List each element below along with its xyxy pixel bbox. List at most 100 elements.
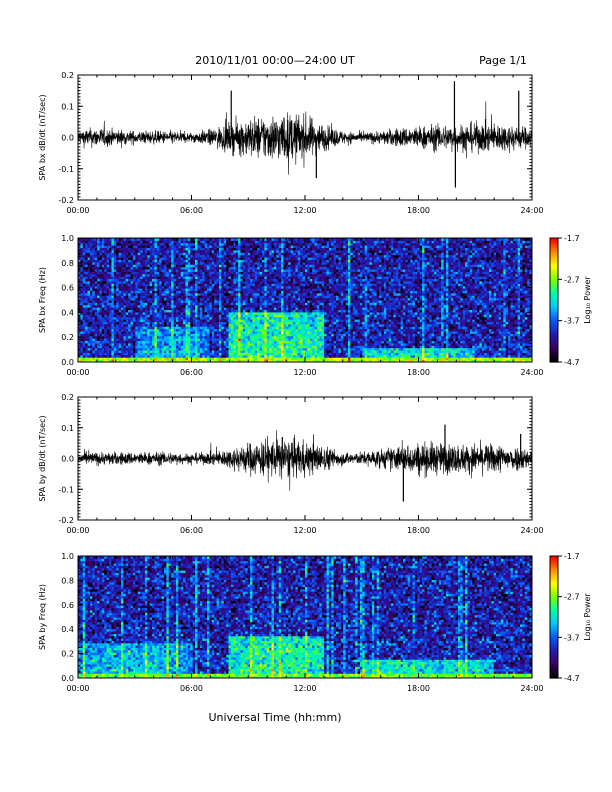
colorbar-swatch [550, 558, 558, 561]
colorbar-swatch [550, 582, 558, 586]
colorbar-swatch [550, 252, 558, 256]
colorbar-swatch [550, 574, 558, 577]
y-tick-label: 0.1 [61, 424, 74, 433]
colorbar-swatch [550, 661, 558, 665]
colorbar-swatch [550, 339, 558, 342]
colorbar-swatch [550, 566, 558, 569]
colorbar-swatch [550, 357, 558, 361]
colorbar-swatch [550, 318, 558, 322]
colorbar-swatch [550, 262, 558, 266]
colorbar-tick-label: -1.7 [564, 234, 580, 243]
panel-2: -1.7 -2.7 -3.7 -4.7 Log₁₀ Power 00:00 06:00 12:… [38, 234, 592, 377]
colorbar-swatch [550, 281, 558, 285]
colorbar-swatch [550, 326, 558, 330]
colorbar-swatch [550, 667, 558, 671]
colorbar-swatch [550, 556, 558, 559]
colorbar-label: Log₁₀ Power [583, 593, 592, 641]
colorbar-swatch [550, 254, 558, 258]
colorbar-swatch [550, 256, 558, 260]
colorbar-swatch [550, 359, 558, 363]
colorbar-swatch [550, 635, 558, 638]
colorbar-tick-label: -3.7 [564, 633, 580, 642]
colorbar-swatch [550, 637, 558, 640]
colorbar-swatch [550, 639, 558, 642]
colorbar-swatch [550, 258, 558, 262]
colorbar-swatch [550, 610, 558, 614]
colorbar-tick-label: -4.7 [564, 674, 580, 683]
colorbar-swatch [550, 659, 558, 663]
colorbar-swatch [550, 600, 558, 604]
dbdt-trace [77, 101, 533, 175]
x-tick-label: 06:00 [180, 684, 203, 693]
colorbar-swatch [550, 580, 558, 584]
colorbar-swatch [550, 588, 558, 592]
colorbar-swatch [550, 631, 558, 634]
spectrogram-image [78, 556, 533, 679]
colorbar-swatch [550, 612, 558, 616]
y-tick-label: -0.2 [58, 196, 74, 205]
x-tick-label: 18:00 [407, 206, 430, 215]
colorbar-swatch [550, 269, 558, 272]
colorbar-swatch [550, 341, 558, 344]
colorbar-swatch [550, 271, 558, 274]
colorbar-swatch [550, 300, 558, 303]
x-tick-label: 00:00 [66, 684, 89, 693]
colorbar-swatch [550, 287, 558, 291]
colorbar-swatch [550, 608, 558, 612]
colorbar-swatch [550, 657, 558, 661]
colorbar-swatch [550, 562, 558, 565]
y-axis-label: SPA by Freq (Hz) [38, 584, 47, 650]
x-tick-label: 06:00 [180, 368, 203, 377]
colorbar-swatch [550, 250, 558, 254]
page-label: Page 1/1 [479, 54, 527, 67]
colorbar-swatch [550, 641, 558, 645]
colorbar-swatch [550, 293, 558, 297]
colorbar-swatch [550, 248, 558, 251]
x-tick-label: 24:00 [520, 526, 543, 535]
colorbar-swatch [550, 560, 558, 563]
y-tick-label: 1.0 [61, 552, 74, 561]
x-tick-label: 00:00 [66, 526, 89, 535]
colorbar-swatch [550, 349, 558, 353]
panels: 00:00 06:00 12:00 18:00 24:00 -0.2 -0.1 0.0 0.1 0… [38, 71, 592, 724]
colorbar-swatch [550, 277, 558, 280]
colorbar-swatch [550, 331, 558, 334]
colorbar-swatch [550, 242, 558, 245]
y-tick-label: 0.2 [61, 333, 74, 342]
colorbar-swatch [550, 598, 558, 602]
colorbar-swatch [550, 260, 558, 264]
page-title: 2010/11/01 00:00—24:00 UT [195, 54, 355, 67]
colorbar-swatch [550, 275, 558, 278]
y-tick-label: 0.4 [61, 308, 74, 317]
colorbar-swatch [550, 238, 558, 241]
colorbar-swatch [550, 643, 558, 647]
y-tick-label: 0.8 [61, 576, 74, 585]
colorbar-swatch [550, 314, 558, 318]
y-tick-label: 0.0 [61, 134, 74, 143]
x-tick-label: 24:00 [520, 684, 543, 693]
colorbar-tick-label: -4.7 [564, 358, 580, 367]
panel-3: 00:00 06:00 12:00 18:00 24:00 -0.2 -0.1 0.0 0.1 0… [38, 393, 544, 535]
colorbar-swatch [550, 264, 558, 268]
colorbar-swatch [550, 312, 558, 316]
colorbar-swatch [550, 266, 558, 270]
colorbar-swatch [550, 665, 558, 669]
colorbar-swatch [550, 663, 558, 667]
colorbar-swatch [550, 623, 558, 626]
colorbar-swatch [550, 333, 558, 336]
colorbar-swatch [550, 619, 558, 622]
y-tick-label: 0.0 [61, 674, 74, 683]
dbdt-trace [77, 430, 533, 491]
x-tick-label: 00:00 [66, 206, 89, 215]
colorbar-swatch [550, 671, 558, 675]
colorbar-tick-label: -1.7 [564, 552, 580, 561]
colorbar-swatch [550, 279, 558, 282]
colorbar-swatch [550, 564, 558, 567]
y-axis-label: SPA bx Freq (Hz) [38, 267, 47, 333]
colorbar-swatch [550, 614, 558, 618]
x-tick-label: 06:00 [180, 206, 203, 215]
colorbar-frame [549, 237, 559, 363]
colorbar-swatch [550, 343, 558, 347]
colorbar-swatch [550, 306, 558, 309]
